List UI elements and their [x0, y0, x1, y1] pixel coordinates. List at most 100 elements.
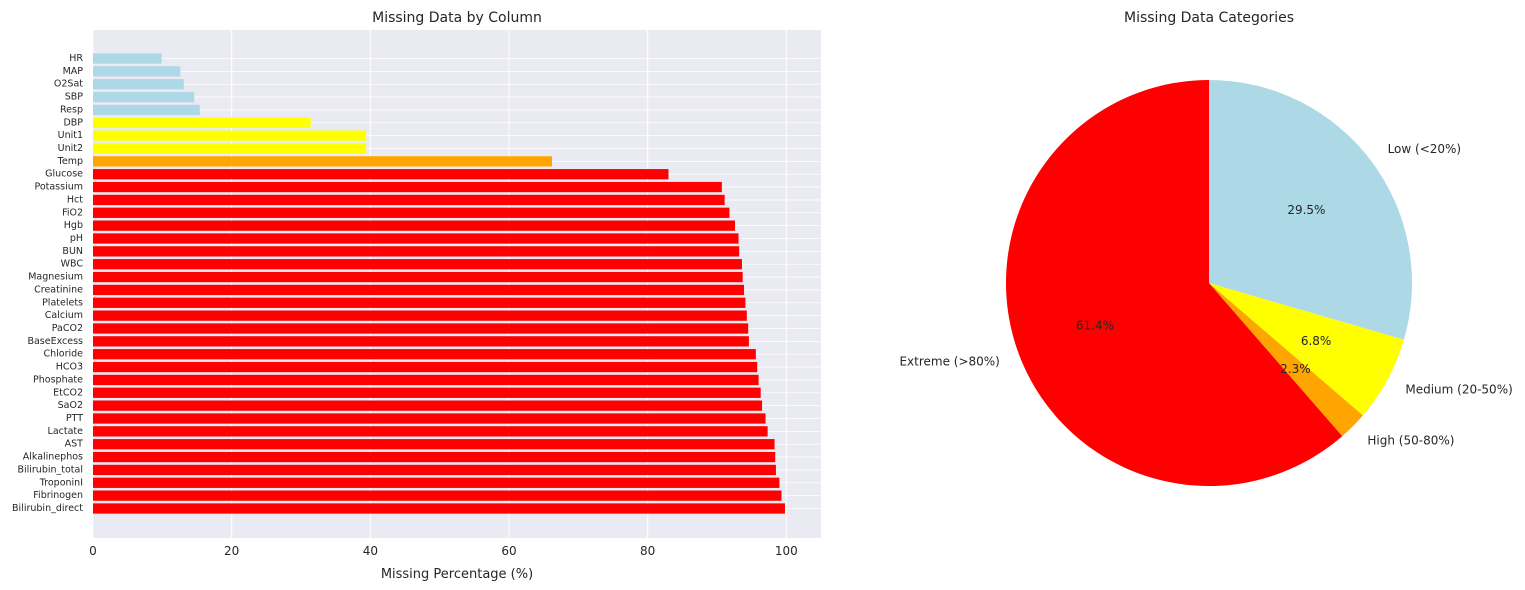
- y-tick-label: Bilirubin_total: [17, 464, 83, 475]
- bar-chloride: [93, 349, 756, 360]
- x-tick-label: 0: [89, 544, 97, 558]
- bar-unit2: [93, 143, 367, 154]
- bar-bilirubin-direct: [93, 503, 785, 514]
- pie-category-label: Medium (20-50%): [1405, 382, 1512, 396]
- y-tick-label: MAP: [63, 66, 84, 77]
- bar-chart-panel: Missing Data by Column HR MAP O2Sat SBPResp…: [12, 10, 821, 582]
- bar-lactate: [93, 426, 768, 437]
- y-tick-label: Creatinine: [34, 284, 83, 295]
- pie-chart-labels: 61.4% Extreme (>80%) 2.3% High (50-80%) 6.8%…: [899, 142, 1512, 447]
- bar-chart-x-axis-label: Missing Percentage (%): [381, 567, 533, 582]
- bar-magnesium: [93, 271, 743, 283]
- y-tick-label: BUN: [62, 246, 83, 257]
- y-tick-label: TroponinI: [39, 477, 83, 488]
- pie-percent-label: 6.8%: [1301, 334, 1332, 348]
- bar-glucose: [93, 169, 669, 180]
- y-tick-label: AST: [65, 439, 84, 450]
- bar-o2sat: [93, 79, 184, 90]
- y-tick-label: Alkalinephos: [23, 452, 83, 463]
- bar-baseexcess: [93, 336, 749, 347]
- y-tick-label: Fibrinogen: [33, 490, 83, 501]
- bar-alkalinephos: [93, 451, 776, 463]
- bar-fibrinogen: [93, 490, 782, 501]
- pie-chart-title: Missing Data Categories: [1124, 10, 1294, 26]
- pie-slice-extreme-80: [1005, 80, 1343, 487]
- y-tick-label: Potassium: [34, 182, 83, 193]
- x-tick-label: 40: [363, 544, 378, 558]
- y-tick-label: SBP: [65, 92, 84, 103]
- bar-troponini: [93, 477, 780, 488]
- bar-chart-title: Missing Data by Column: [372, 10, 542, 26]
- pie-percent-label: 2.3%: [1280, 362, 1311, 376]
- pie-category-label: High (50-80%): [1367, 433, 1454, 447]
- pie-slice-low-20: [1209, 80, 1412, 340]
- y-tick-label: Lactate: [48, 426, 84, 437]
- pie-percent-label: 29.5%: [1287, 203, 1325, 217]
- y-tick-label: Unit2: [58, 143, 83, 154]
- bar-unit1: [93, 130, 367, 141]
- y-tick-label: WBC: [61, 259, 84, 270]
- pie-chart-panel: Missing Data Categories 61.4% Extreme (>8…: [899, 10, 1513, 487]
- bar-ph: [93, 233, 739, 244]
- pie-chart-slices: [1005, 80, 1412, 487]
- y-tick-label: SaO2: [58, 400, 83, 411]
- bar-calcium: [93, 310, 747, 321]
- x-tick-label: 60: [501, 544, 516, 558]
- bar-creatinine: [93, 284, 745, 296]
- bar-bilirubin-total: [93, 464, 776, 476]
- y-tick-label: Resp: [60, 104, 83, 115]
- bar-ptt: [93, 413, 766, 424]
- bar-sao2: [93, 400, 763, 411]
- bar-platelets: [93, 297, 746, 308]
- y-tick-label: Platelets: [42, 297, 83, 308]
- pie-percent-label: 61.4%: [1076, 319, 1114, 333]
- pie-category-label: Extreme (>80%): [899, 354, 999, 368]
- bar-potassium: [93, 181, 722, 193]
- pie-category-label: Low (<20%): [1388, 142, 1462, 156]
- bar-ast: [93, 439, 775, 450]
- y-tick-label: HR: [69, 53, 83, 64]
- pie-slice-medium-20-50: [1209, 283, 1404, 416]
- y-tick-label: Hgb: [64, 220, 83, 231]
- y-tick-label: Chloride: [43, 349, 83, 360]
- bar-hr: [93, 53, 162, 64]
- y-tick-label: DBP: [63, 117, 83, 128]
- x-tick-label: 20: [224, 544, 239, 558]
- y-tick-label: HCO3: [56, 362, 83, 373]
- bar-hco3: [93, 361, 758, 373]
- bar-hgb: [93, 220, 736, 231]
- y-tick-label: FiO2: [62, 207, 83, 218]
- y-tick-label: BaseExcess: [27, 336, 83, 347]
- bar-chart-bars: [93, 53, 785, 514]
- bar-bun: [93, 246, 740, 257]
- y-tick-label: Magnesium: [28, 272, 83, 283]
- bar-fio2: [93, 207, 730, 218]
- bar-hct: [93, 194, 725, 206]
- bar-paco2: [93, 323, 749, 334]
- bar-sbp: [93, 91, 195, 103]
- y-tick-label: Phosphate: [33, 374, 83, 385]
- y-tick-label: pH: [70, 233, 83, 244]
- y-tick-label: PTT: [66, 413, 83, 424]
- pie-slice-high-50-80: [1209, 283, 1363, 437]
- y-tick-label: Bilirubin_direct: [12, 503, 83, 514]
- y-tick-label: Glucose: [45, 169, 83, 180]
- y-tick-label: PaCO2: [52, 323, 83, 334]
- bar-chart-x-tick-labels: 0 20 40 60 80 100: [89, 544, 798, 558]
- y-tick-label: O2Sat: [54, 79, 83, 90]
- y-tick-label: Unit1: [58, 130, 83, 141]
- y-tick-label: Temp: [57, 156, 83, 167]
- x-tick-label: 80: [640, 544, 655, 558]
- y-tick-label: EtCO2: [53, 387, 83, 398]
- bar-map: [93, 66, 181, 77]
- bar-temp: [93, 156, 552, 167]
- bar-dbp: [93, 117, 311, 128]
- bar-phosphate: [93, 374, 759, 386]
- x-tick-label: 100: [775, 544, 798, 558]
- bar-etco2: [93, 387, 761, 398]
- y-tick-label: Hct: [67, 194, 83, 205]
- y-tick-label: Calcium: [45, 310, 83, 321]
- bar-wbc: [93, 259, 742, 270]
